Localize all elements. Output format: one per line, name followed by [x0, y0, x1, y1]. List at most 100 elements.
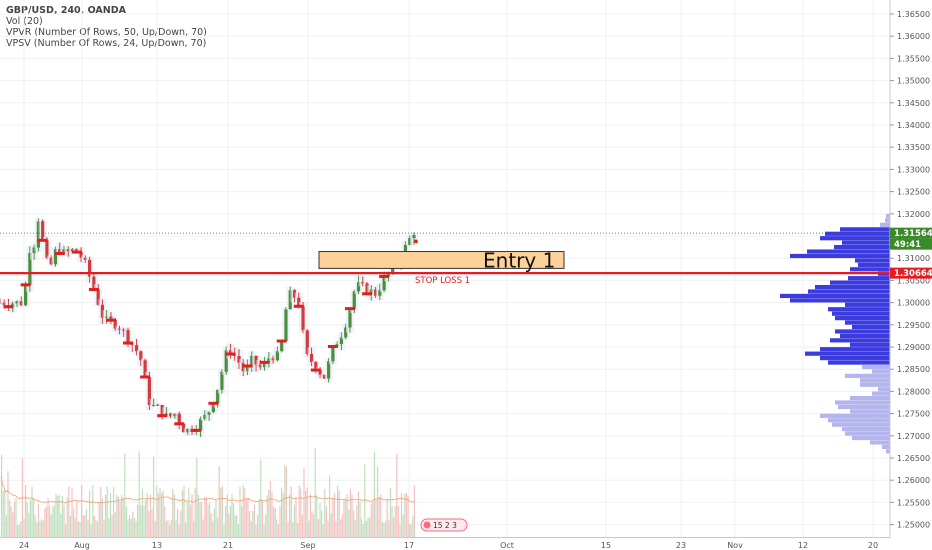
tradingview-ideas-badge[interactable]: 15 2 3 [420, 518, 468, 532]
volume-bar [364, 464, 366, 537]
volume-bar [357, 491, 359, 537]
volume-bar [273, 506, 275, 537]
volume-bar [409, 524, 411, 537]
candle-body [58, 249, 62, 254]
volume-bar [15, 498, 17, 537]
volume-bar [12, 512, 14, 537]
candle-body [53, 249, 58, 265]
volume-bar [365, 520, 367, 537]
volume-bar [345, 498, 347, 537]
price-axis-label: 1.29500 [897, 321, 930, 330]
volume-bar [73, 508, 75, 537]
volume-profile-row [808, 289, 890, 294]
volume-bar [79, 521, 81, 537]
price-axis-label: 1.36500 [897, 10, 930, 19]
candlestick-series[interactable] [0, 218, 418, 437]
volume-bar [247, 497, 249, 537]
price-axis-label: 1.32000 [897, 210, 930, 219]
volume-bar [205, 497, 207, 537]
volume-bar [197, 494, 199, 537]
volume-bar [61, 496, 63, 537]
volume-bar [404, 493, 406, 537]
volume-bar [84, 515, 86, 537]
vpsv-marker [344, 307, 355, 311]
volume-bar [332, 497, 334, 537]
volume-bar [250, 520, 252, 537]
volume-bar [66, 496, 68, 537]
volume-bar [129, 515, 131, 537]
vpsv-marker [157, 414, 168, 418]
volume-bar [34, 515, 36, 537]
volume-bar [383, 522, 385, 537]
vpsv-marker [105, 318, 116, 322]
volume-bar [13, 502, 15, 537]
volume-bar [127, 519, 129, 537]
volume-bar [18, 524, 20, 537]
vpvr-indicator-label[interactable]: VPVR (Number Of Rows, 50, Up/Down, 70) [6, 27, 207, 38]
time-axis[interactable]: 24 Aug 13 21 Sep 17 Oct 15 23 Nov 12 20 [0, 537, 890, 550]
volume-bar [239, 486, 241, 537]
candle-body [280, 341, 284, 352]
volume-bar [225, 506, 227, 537]
price-axis-label: 1.30000 [897, 299, 930, 308]
volume-profile-row [832, 311, 890, 316]
volume-bar [17, 524, 19, 537]
candle-body [314, 362, 318, 371]
time-axis-label: 13 [152, 541, 162, 550]
price-axis-label: 1.26500 [897, 454, 930, 463]
volume-bar [55, 493, 57, 537]
candle-body [301, 306, 305, 331]
volume-bar [170, 520, 172, 537]
candle-body [254, 355, 258, 365]
volume-profile-row [852, 435, 890, 441]
volume-profile-row [845, 373, 890, 378]
volume-bar [180, 510, 182, 537]
volume-bar [324, 488, 326, 537]
volume-bar [121, 494, 123, 537]
candle-body [177, 413, 181, 424]
price-axis[interactable]: 1.36500 1.36000 1.35500 1.35000 1.34500 1.340… [889, 0, 930, 538]
time-axis-label: 24 [19, 541, 29, 550]
volume-profile-row [820, 236, 890, 241]
volume-profile-row [882, 444, 890, 449]
volume-bar [260, 459, 262, 537]
volume-bar [367, 517, 369, 537]
candle-body [75, 248, 79, 253]
volume-profile-row [830, 280, 890, 285]
entry-zone-box[interactable] [318, 251, 565, 269]
volume-bar [45, 506, 47, 537]
volume-bar [167, 519, 169, 537]
volume-bar [148, 510, 150, 537]
volume-bar [100, 487, 102, 537]
volume-bar [263, 523, 265, 537]
volume-bar [292, 522, 294, 537]
price-axis-label: 1.34000 [897, 121, 930, 130]
volume-bar [300, 488, 302, 537]
price-axis-label: 1.35500 [897, 54, 930, 63]
volume-profile-row [828, 307, 890, 312]
volume-bar [207, 504, 209, 537]
candle-body [88, 259, 92, 277]
volume-bars [1, 448, 415, 537]
vpsv-marker [191, 428, 202, 432]
volume-profile-row [805, 351, 890, 356]
volume-bar [210, 513, 212, 537]
price-axis-label: 1.27000 [897, 432, 930, 441]
volume-bar [261, 499, 263, 537]
last-price-badge: 1.31564 49:41 [890, 227, 932, 250]
vpsv-marker [327, 344, 338, 348]
volume-profile-row [850, 409, 890, 414]
volume-bar [386, 498, 388, 537]
volume-bar [338, 490, 340, 537]
volume-bar [44, 508, 46, 537]
candle-body [216, 389, 220, 404]
volume-bar [316, 495, 318, 537]
vpsv-indicator-label[interactable]: VPSV (Number Of Rows, 24, Up/Down, 70) [6, 38, 207, 49]
volume-profile-row [880, 222, 890, 227]
volume-bar [7, 471, 9, 537]
candle-body [237, 355, 241, 363]
symbol-label[interactable]: GBP/USD, 240, OANDA [6, 5, 126, 16]
volume-bar [393, 517, 395, 537]
vpsv-marker [140, 375, 151, 379]
